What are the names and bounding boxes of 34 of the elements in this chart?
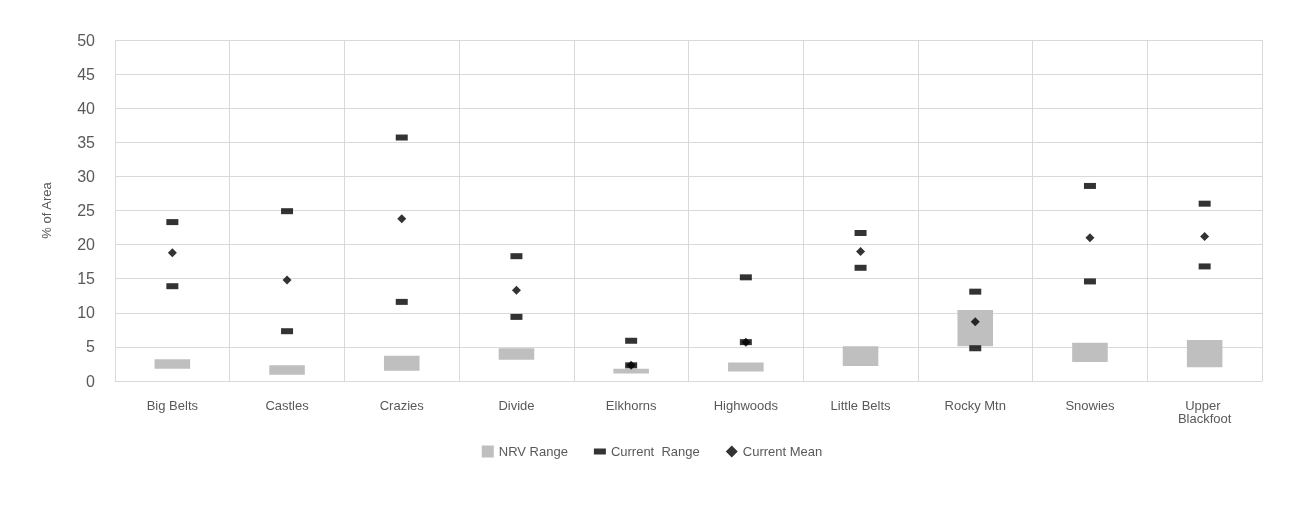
x-tick-label: Upper Blackfoot bbox=[1177, 398, 1232, 426]
bar bbox=[728, 362, 764, 372]
x-tick-label: Snowies bbox=[1065, 398, 1116, 413]
x-tick-label: Little Belts bbox=[830, 398, 892, 413]
y-tick-label: 5 bbox=[86, 338, 96, 356]
x-tick-label: Big Belts bbox=[146, 398, 199, 413]
y-tick-label: 20 bbox=[77, 236, 96, 254]
y-tick-label: 0 bbox=[86, 372, 96, 390]
y-tick-label: 30 bbox=[77, 167, 96, 185]
x-tick-label: Crazies bbox=[379, 398, 425, 413]
y-tick-label: 40 bbox=[77, 99, 96, 117]
y-tick-label: 25 bbox=[77, 202, 96, 219]
x-tick-label: Castles bbox=[265, 398, 310, 413]
y-tick-label: 35 bbox=[77, 133, 96, 151]
legend-label: NRV Range bbox=[498, 444, 568, 459]
x-tick-label: Divide bbox=[498, 398, 535, 413]
legend-label: Current Mean bbox=[742, 444, 823, 459]
x-tick-label: Elkhorns bbox=[605, 398, 657, 413]
bar bbox=[383, 355, 420, 371]
bar bbox=[498, 348, 535, 360]
y-tick-label: 10 bbox=[77, 304, 96, 322]
bar bbox=[1072, 342, 1108, 362]
x-tick-label: Highwoods bbox=[713, 398, 779, 413]
y-tick-label: 15 bbox=[77, 270, 96, 288]
legend-label: Current Range bbox=[610, 444, 700, 459]
y-tick-label: 45 bbox=[77, 65, 96, 83]
bar bbox=[269, 365, 305, 375]
bar bbox=[1186, 340, 1223, 368]
bar bbox=[842, 346, 879, 366]
y-axis-title: % of Area bbox=[39, 181, 54, 239]
bar bbox=[957, 310, 994, 347]
y-tick-label: 50 bbox=[77, 31, 96, 49]
bar bbox=[154, 359, 191, 369]
x-tick-label: Rocky Mtn bbox=[944, 398, 1006, 413]
